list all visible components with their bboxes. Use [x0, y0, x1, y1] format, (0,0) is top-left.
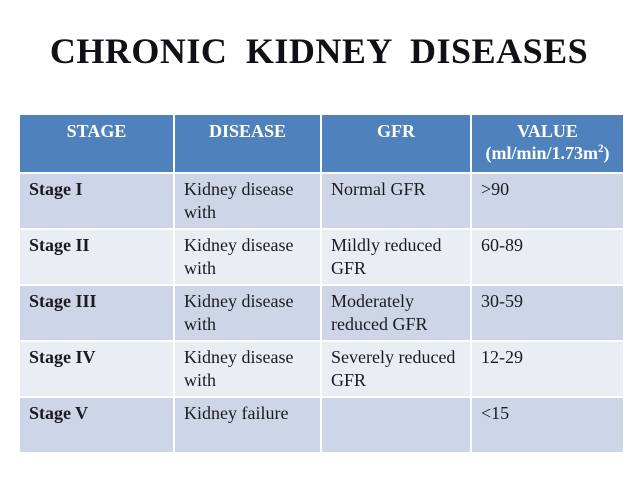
value-cell: 60-89 — [470, 228, 625, 286]
gfr-cell: Moderately reduced GFR — [320, 284, 472, 342]
value-cell: >90 — [470, 172, 625, 230]
value-unit-prefix: (ml/min/1.73m — [485, 143, 598, 164]
gfr-cell: Mildly reduced GFR — [320, 228, 472, 286]
value-cell: 12-29 — [470, 340, 625, 398]
stage-cell: Stage III — [18, 284, 175, 342]
table-row: Stage II Kidney disease with Mildly redu… — [18, 228, 625, 286]
disease-cell: Kidney disease with — [173, 284, 322, 342]
table-row: Stage V Kidney failure <15 — [18, 396, 625, 454]
stage-cell: Stage I — [18, 172, 175, 230]
value-header-unit: (ml/min/1.73m2) — [485, 143, 609, 163]
gfr-cell — [320, 396, 472, 454]
value-cell: <15 — [470, 396, 625, 454]
value-unit-superscript: 2 — [597, 143, 604, 156]
column-header-disease: DISEASE — [173, 113, 322, 174]
column-header-stage: STAGE — [18, 113, 175, 174]
column-header-value: VALUE (ml/min/1.73m2) — [470, 113, 625, 174]
column-header-gfr: GFR — [320, 113, 472, 174]
value-header-label: VALUE — [517, 121, 578, 141]
stage-cell: Stage V — [18, 396, 175, 454]
stage-cell: Stage II — [18, 228, 175, 286]
value-cell: 30-59 — [470, 284, 625, 342]
table-header-row: STAGE DISEASE GFR VALUE (ml/min/1.73m2) — [18, 113, 625, 174]
disease-cell: Kidney disease with — [173, 172, 322, 230]
value-unit-suffix: ) — [603, 143, 610, 164]
disease-cell: Kidney disease with — [173, 340, 322, 398]
ckd-stages-table: STAGE DISEASE GFR VALUE (ml/min/1.73m2) S… — [18, 113, 625, 454]
page-title: CHRONIC KIDNEY DISEASES — [49, 31, 589, 71]
gfr-cell: Severely reduced GFR — [320, 340, 472, 398]
table-row: Stage I Kidney disease with Normal GFR >… — [18, 172, 625, 230]
disease-cell: Kidney disease with — [173, 228, 322, 286]
stage-cell: Stage IV — [18, 340, 175, 398]
table-row: Stage IV Kidney disease with Severely re… — [18, 340, 625, 398]
disease-cell: Kidney failure — [173, 396, 322, 454]
table-row: Stage III Kidney disease with Moderately… — [18, 284, 625, 342]
gfr-cell: Normal GFR — [320, 172, 472, 230]
